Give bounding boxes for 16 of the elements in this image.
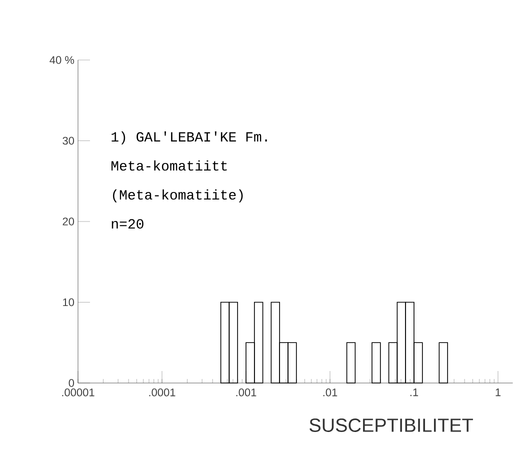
y-tick-label: 10 <box>63 298 74 306</box>
y-tick-label: 40 % <box>50 56 74 64</box>
x-tick-label: .01 <box>323 388 338 396</box>
x-axis-title: SUSCEPTIBILITET <box>310 418 473 432</box>
annotation: n=20 <box>112 219 144 229</box>
x-tick-label: .00001 <box>62 388 94 396</box>
annotation: 1) GAL'LEBAI'KE Fm. <box>112 131 267 144</box>
y-tick-label: 20 <box>62 218 74 226</box>
x-tick-label: .1 <box>410 388 418 396</box>
annotation: Meta-komatiitt <box>112 160 227 171</box>
y-tick-label: 0 <box>68 379 74 387</box>
x-tick-label: 1 <box>496 388 501 396</box>
x-tick-label: .001 <box>236 388 256 396</box>
x-tick-label: .0001 <box>149 388 176 396</box>
annotation: (Meta-komatiite) <box>112 189 243 202</box>
y-tick-label: 30 <box>62 136 74 145</box>
